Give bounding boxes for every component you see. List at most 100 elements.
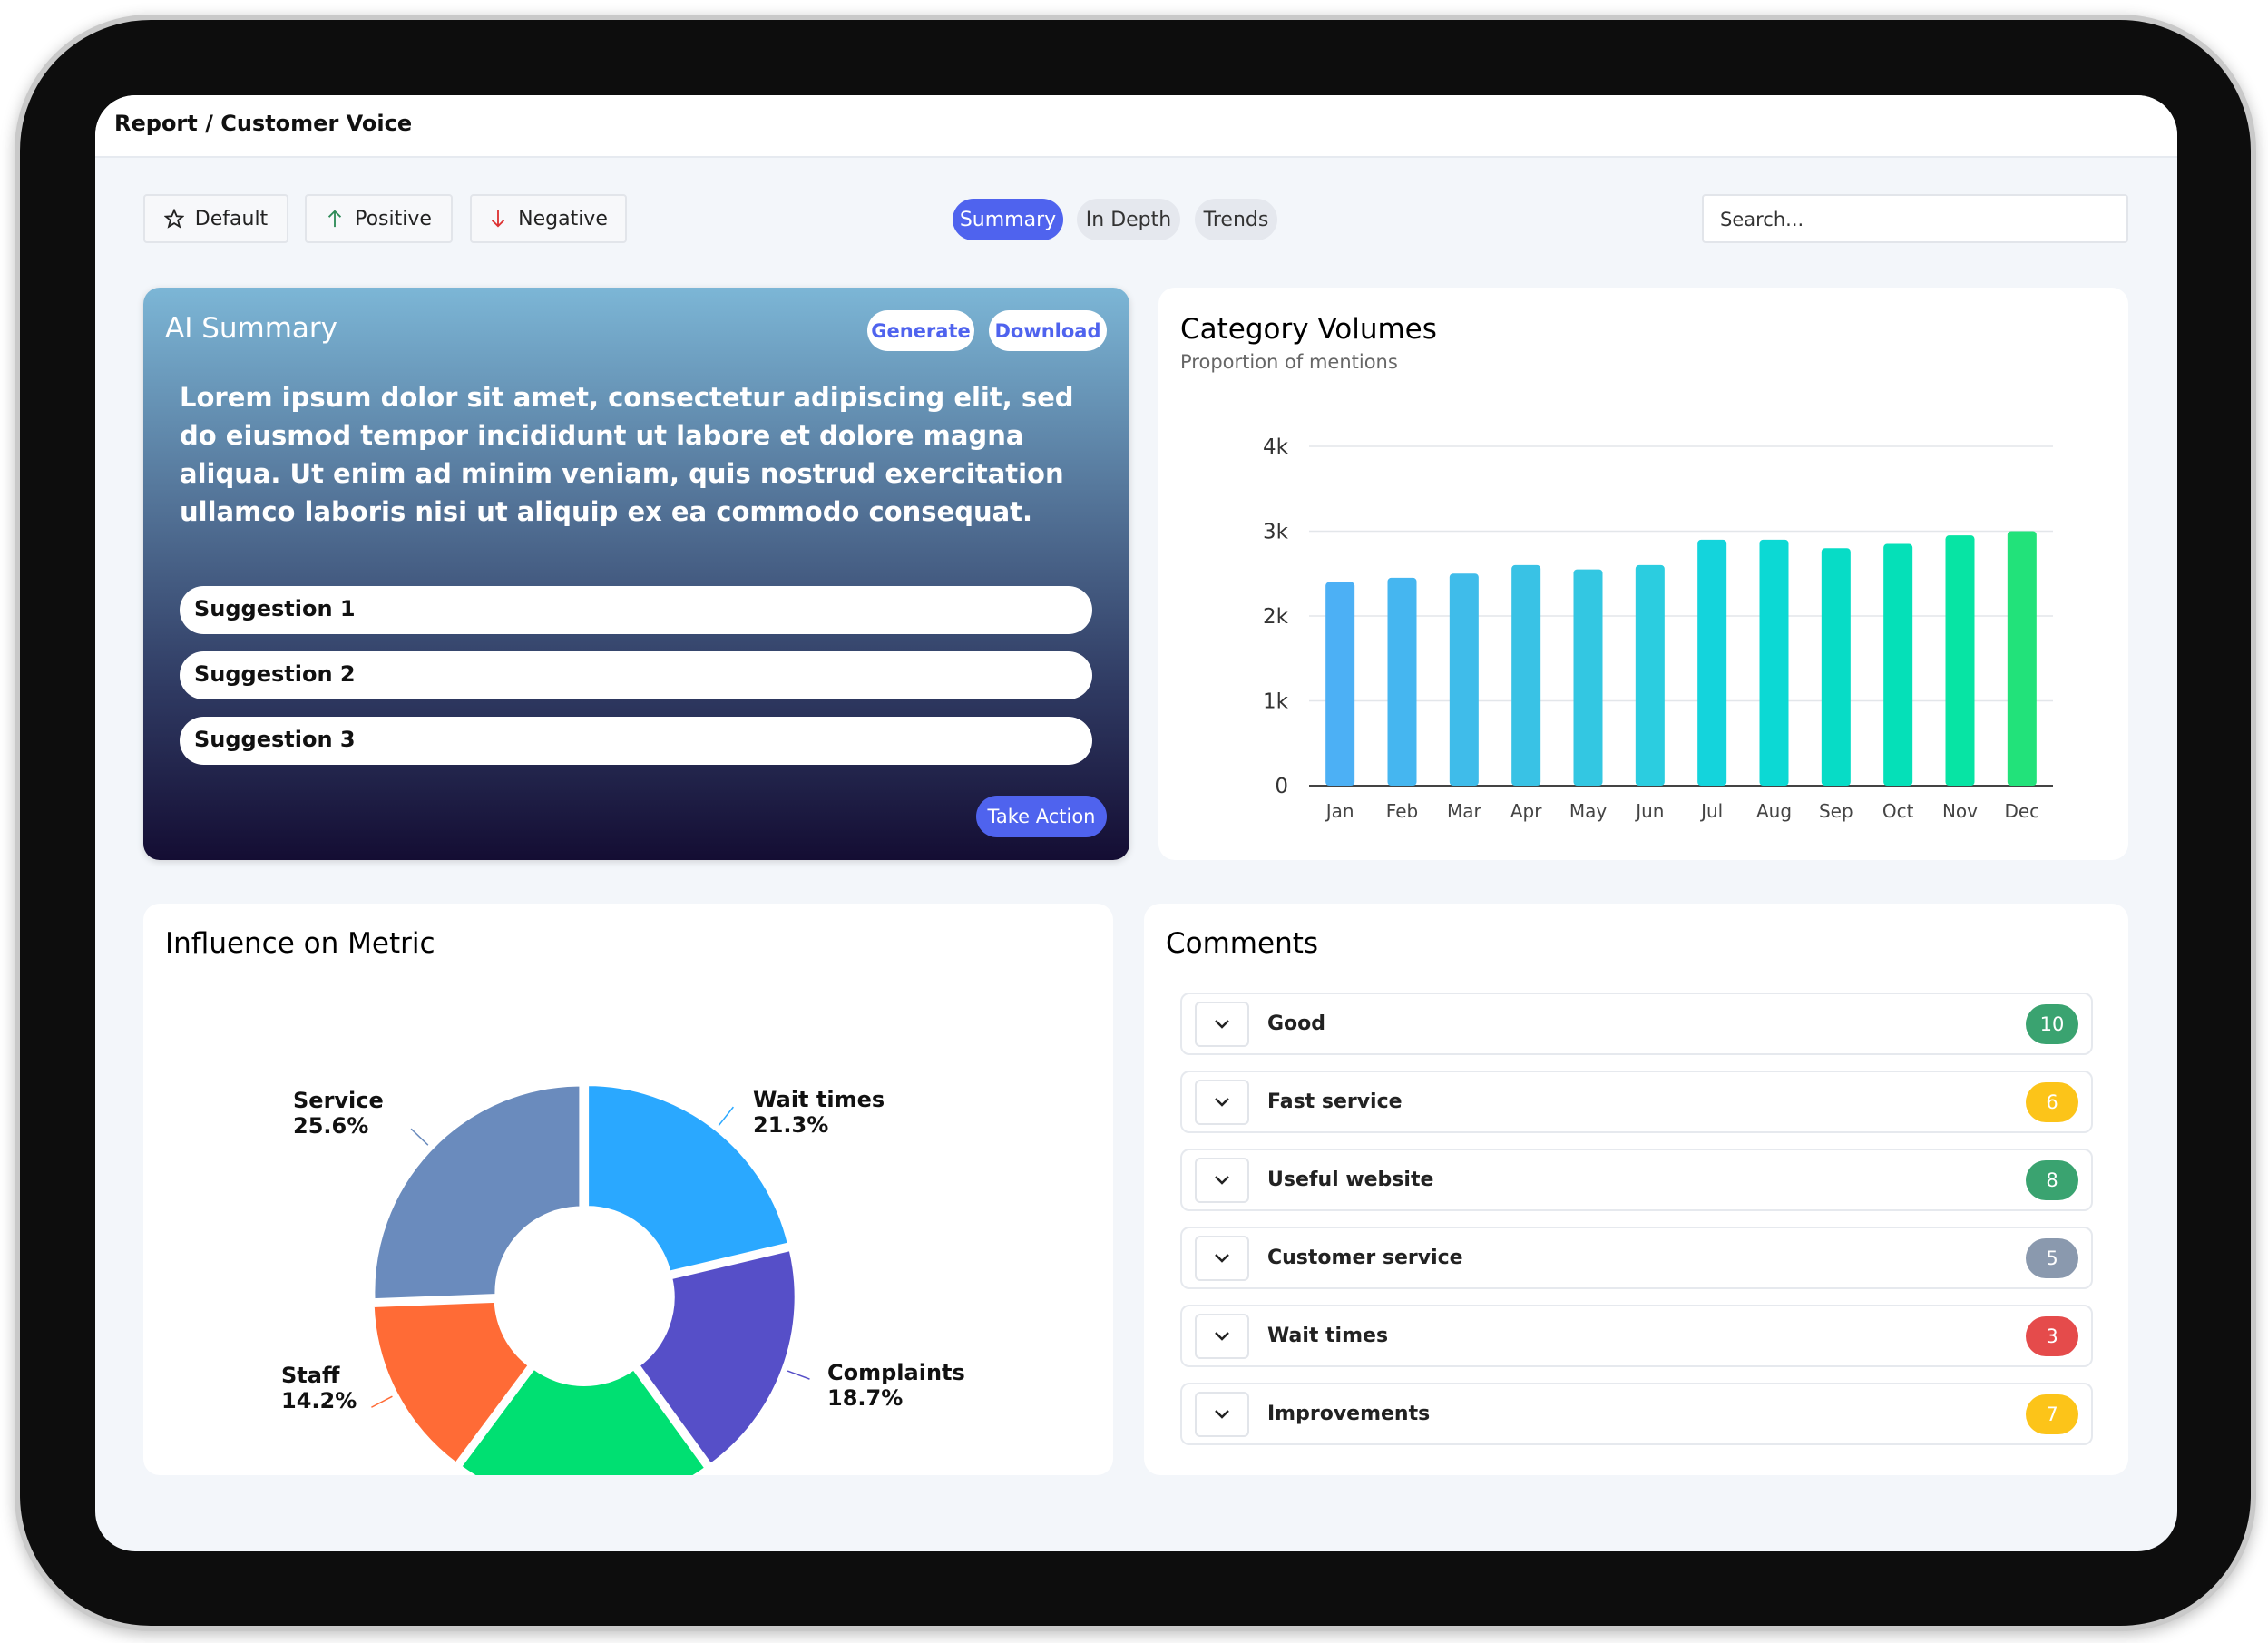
comment-row[interactable]: Fast service 6 <box>1180 1071 2093 1133</box>
leader-line <box>718 1106 734 1127</box>
summary-button[interactable]: Generate <box>867 310 974 351</box>
tab[interactable]: In Depth <box>1077 199 1180 240</box>
expand-button[interactable] <box>1195 1080 1249 1125</box>
y-tick-label: 3k <box>1263 521 1289 544</box>
slice-value-label: 18.7% <box>827 1385 903 1411</box>
chart-title: Category Volumes <box>1180 313 1437 346</box>
comment-row[interactable]: Customer service 5 <box>1180 1227 2093 1289</box>
bar <box>1945 535 1975 786</box>
filter-button[interactable]: Negative <box>470 194 627 243</box>
slice-value-label: 21.3% <box>753 1112 828 1138</box>
y-tick-label: 4k <box>1263 435 1289 459</box>
screen: Report / Customer Voice Search... AI Sum… <box>95 95 2177 1551</box>
filter-button[interactable]: Default <box>143 194 288 243</box>
comment-label: Good <box>1267 1012 1326 1035</box>
donut-slice <box>371 1082 583 1303</box>
comment-label: Improvements <box>1267 1403 1431 1425</box>
search-box[interactable]: Search... <box>1702 194 2128 243</box>
expand-button[interactable] <box>1195 1158 1249 1203</box>
up-arrow-icon <box>328 210 342 228</box>
ai-summary-card: AI Summary Lorem ipsum dolor sit amet, c… <box>143 288 1129 860</box>
x-tick-label: Apr <box>1510 800 1542 822</box>
x-tick-label: Oct <box>1882 800 1914 822</box>
leader-line <box>371 1395 393 1408</box>
comment-label: Wait times <box>1267 1325 1389 1347</box>
bar-chart: 0 1k 2k 3k 4k Jan Feb Mar Apr May Jun Jul Aug Sep Oct N… <box>1263 435 2053 822</box>
slice-label: Staff <box>281 1363 340 1388</box>
chevron-icon <box>1215 1254 1229 1263</box>
expand-button[interactable] <box>1195 1314 1249 1359</box>
bar <box>1635 564 1665 786</box>
comment-count: 5 <box>2026 1238 2078 1278</box>
x-tick-label: Mar <box>1447 800 1482 822</box>
ai-summary-title: AI Summary <box>165 312 338 345</box>
bar <box>1449 573 1479 786</box>
x-tick-label: Jul <box>1699 800 1723 822</box>
slice-value-label: 14.2% <box>281 1388 357 1413</box>
comments-card: Comments Good 10 Fast service 6 Useful websi… <box>1144 904 2128 1475</box>
comment-label: Useful website <box>1267 1169 1434 1191</box>
y-tick-label: 2k <box>1263 605 1289 629</box>
donut-slice <box>458 1365 709 1475</box>
comment-count: 6 <box>2026 1082 2078 1122</box>
donut-slice <box>370 1298 532 1466</box>
top-bar: Report / Customer Voice <box>95 95 2177 158</box>
expand-button[interactable] <box>1195 1002 1249 1047</box>
chart-title: Influence on Metric <box>165 927 435 960</box>
x-tick-label: May <box>1569 800 1608 822</box>
y-tick-label: 1k <box>1263 690 1289 714</box>
slice-label: Service <box>293 1088 384 1113</box>
comment-count: 10 <box>2026 1004 2078 1044</box>
chart-subtitle: Proportion of mentions <box>1180 351 1398 373</box>
bar <box>2007 531 2037 786</box>
breadcrumb: Report / Customer Voice <box>114 111 413 136</box>
comment-row[interactable]: Good 10 <box>1180 993 2093 1055</box>
comment-row[interactable]: Wait times 3 <box>1180 1305 2093 1367</box>
bar <box>1759 539 1789 786</box>
comment-count: 3 <box>2026 1316 2078 1356</box>
ai-summary-text: Lorem ipsum dolor sit amet, consectetur … <box>180 382 1074 527</box>
down-arrow-icon <box>492 210 505 228</box>
bar <box>1511 564 1541 786</box>
y-tick-label: 0 <box>1275 775 1288 798</box>
tab[interactable]: Trends <box>1195 199 1277 240</box>
x-tick-label: Feb <box>1386 800 1418 822</box>
comment-count: 7 <box>2026 1394 2078 1434</box>
bar <box>1883 543 1913 786</box>
take-action-button[interactable]: Take Action <box>976 796 1107 837</box>
comment-row[interactable]: Improvements 7 <box>1180 1383 2093 1445</box>
donut-chart: Wait times21.3%Complaints18.7%Online20.2… <box>281 1082 965 1475</box>
comment-row[interactable]: Useful website 8 <box>1180 1149 2093 1211</box>
bar <box>1325 582 1355 786</box>
filter-label: Default <box>194 207 269 230</box>
slice-label: Wait times <box>753 1087 885 1112</box>
filter-button[interactable]: Positive <box>305 194 453 243</box>
tab[interactable]: Summary <box>953 199 1063 240</box>
expand-button[interactable] <box>1195 1236 1249 1281</box>
bar <box>1697 539 1727 786</box>
x-tick-label: Sep <box>1819 800 1853 822</box>
filter-label: Negative <box>518 207 608 230</box>
expand-button[interactable] <box>1195 1392 1249 1437</box>
bar-chart-card: Category Volumes Proportion of mentions … <box>1158 288 2128 860</box>
x-tick-label: Jan <box>1325 800 1354 822</box>
bar <box>1387 577 1417 786</box>
suggestion[interactable]: Suggestion 2 <box>180 651 1092 699</box>
star-icon <box>163 209 184 229</box>
chevron-icon <box>1215 1020 1229 1029</box>
donut-chart-card: Influence on Metric Wait times 21.3% Compl… <box>143 904 1113 1475</box>
chevron-icon <box>1215 1410 1229 1419</box>
leader-line <box>787 1370 810 1380</box>
bar <box>1573 569 1603 786</box>
summary-button[interactable]: Download <box>989 310 1107 351</box>
comment-count: 8 <box>2026 1160 2078 1200</box>
filter-label: Positive <box>355 207 432 230</box>
chevron-icon <box>1215 1176 1229 1185</box>
leader-line <box>410 1128 429 1146</box>
suggestion[interactable]: Suggestion 1 <box>180 586 1092 634</box>
suggestion[interactable]: Suggestion 3 <box>180 717 1092 765</box>
comment-label: Fast service <box>1267 1090 1403 1113</box>
x-tick-label: Nov <box>1942 800 1978 822</box>
donut-slice <box>636 1247 798 1468</box>
